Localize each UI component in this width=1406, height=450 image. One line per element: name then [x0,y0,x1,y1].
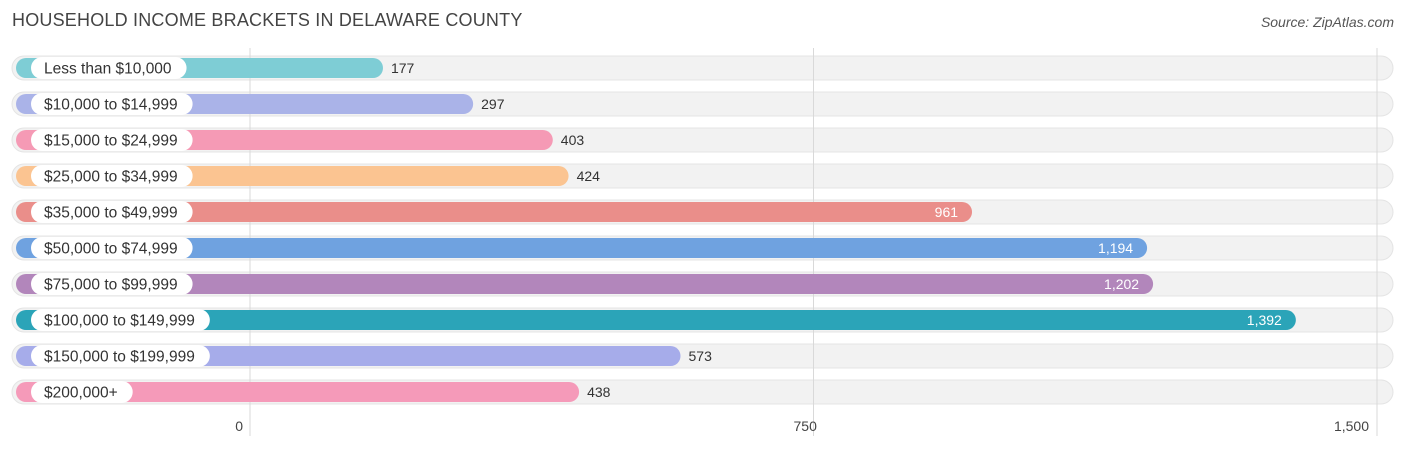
category-label: $150,000 to $199,999 [44,349,195,366]
category-label-pill [31,345,210,367]
category-label: Less than $10,000 [44,61,172,78]
tick-label: 1,500 [1334,418,1369,434]
category-label-pill [31,309,210,331]
value-label: 1,392 [1247,312,1282,328]
value-label: 177 [391,60,415,76]
category-label: $75,000 to $99,999 [44,277,178,294]
category-label-pill [31,165,193,187]
category-label-pill [31,57,187,79]
bar [16,382,580,402]
bar [16,274,1154,294]
category-label: $10,000 to $14,999 [44,97,178,114]
value-label: 438 [587,384,611,400]
category-label: $25,000 to $34,999 [44,169,178,186]
category-label-pill [31,237,193,259]
category-label: $15,000 to $24,999 [44,133,178,150]
chart-title: HOUSEHOLD INCOME BRACKETS IN DELAWARE CO… [12,10,523,30]
value-label: 1,202 [1104,276,1139,292]
category-label: $35,000 to $49,999 [44,205,178,222]
category-label: $200,000+ [44,385,118,402]
value-label: 424 [577,168,601,184]
bar [16,310,1296,330]
value-label: 403 [561,132,585,148]
category-label-pill [31,201,193,223]
value-label: 297 [481,96,505,112]
category-label: $100,000 to $149,999 [44,313,195,330]
bar [16,202,973,222]
category-label: $50,000 to $74,999 [44,241,178,258]
category-label-pill [31,273,193,295]
tick-label: 0 [235,418,243,434]
bar [16,238,1148,258]
value-label: 573 [689,348,713,364]
chart-source: Source: ZipAtlas.com [1260,14,1394,30]
value-label: 961 [935,204,959,220]
category-label-pill [31,381,133,403]
category-label-pill [31,93,193,115]
category-label-pill [31,129,193,151]
value-label: 1,194 [1098,240,1133,256]
tick-label: 750 [794,418,818,434]
